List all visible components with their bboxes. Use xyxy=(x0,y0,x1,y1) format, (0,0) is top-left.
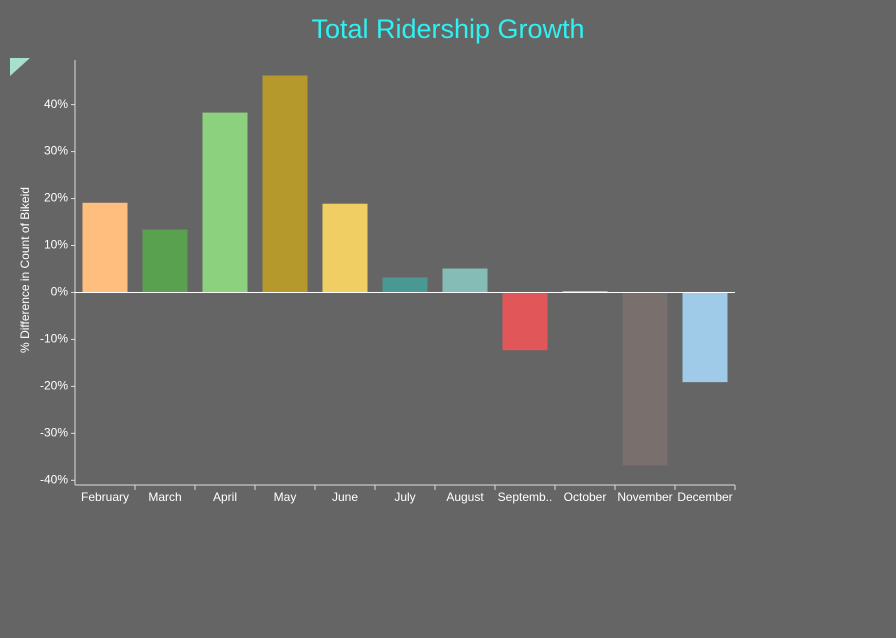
x-tick-label: November xyxy=(617,490,672,504)
bar xyxy=(142,229,188,293)
bar xyxy=(82,202,128,293)
x-tick-label: Septemb.. xyxy=(498,490,553,504)
y-tick-label: 0% xyxy=(51,285,69,299)
y-tick-label: -10% xyxy=(40,332,68,346)
bar xyxy=(622,292,668,466)
y-tick-label: 30% xyxy=(44,144,68,158)
y-tick-label: 40% xyxy=(44,97,68,111)
x-tick-label: October xyxy=(564,490,607,504)
x-tick-label: March xyxy=(148,490,181,504)
bar xyxy=(682,292,728,383)
bar xyxy=(262,75,308,293)
x-tick-label: April xyxy=(213,490,237,504)
y-tick-label: -30% xyxy=(40,426,68,440)
bar xyxy=(562,291,608,293)
x-tick-label: May xyxy=(274,490,297,504)
bar xyxy=(202,112,248,293)
chart-title: Total Ridership Growth xyxy=(311,14,584,44)
bar xyxy=(502,292,548,351)
x-tick-label: February xyxy=(81,490,129,504)
y-tick-label: 10% xyxy=(44,238,68,252)
bar xyxy=(382,277,428,293)
bar xyxy=(322,203,368,293)
x-tick-label: August xyxy=(446,490,484,504)
y-tick-label: -40% xyxy=(40,472,68,486)
x-tick-label: June xyxy=(332,490,358,504)
bar xyxy=(442,268,488,293)
y-axis-label: % Difference in Count of Bikeid xyxy=(18,187,32,353)
y-tick-label: -20% xyxy=(40,379,68,393)
corner-icon xyxy=(10,58,30,76)
x-tick-label: December xyxy=(677,490,732,504)
y-tick-label: 20% xyxy=(44,191,68,205)
x-tick-label: July xyxy=(394,490,415,504)
